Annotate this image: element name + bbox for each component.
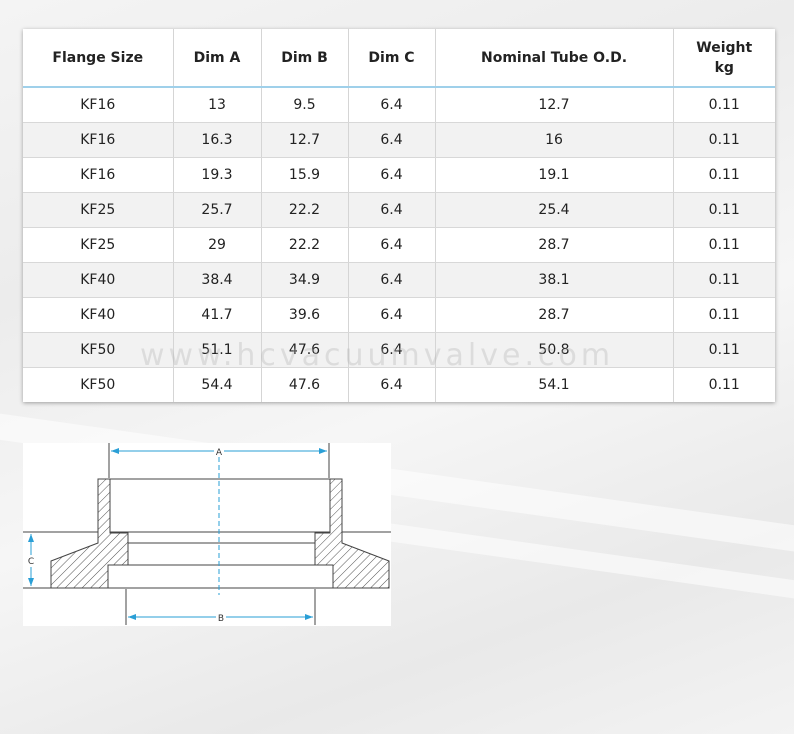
cell-nominal-tube-od: 25.4 — [435, 192, 674, 228]
cell-dim-a: 16.3 — [173, 122, 262, 158]
cell-flange-size: KF16 — [23, 122, 174, 158]
label-a-background — [214, 446, 224, 456]
cell-flange-size: KF16 — [23, 87, 174, 123]
cell-weight: 0.11 — [708, 377, 740, 393]
cell-nominal-tube-od: 38.1 — [435, 262, 674, 298]
cell-weight: 0.11 — [673, 192, 775, 228]
cell-nominal-tube-od: 28.7 — [435, 227, 674, 263]
cell-dim-c: 6.4 — [348, 192, 436, 228]
cell-dim-a: 13 — [173, 87, 262, 123]
cell-dim-c: 6.4 — [348, 157, 436, 193]
cell-dim-c: 6.4 — [348, 367, 436, 402]
cell-nominal-tube-od: 50.8 — [435, 332, 674, 368]
cell-dim-b: 22.2 — [261, 192, 349, 228]
cell-dim-c: 6.4 — [348, 87, 436, 123]
cell-dim-b: 15.9 — [261, 157, 349, 193]
label-c-background — [25, 555, 37, 567]
flange-left-section — [50, 478, 129, 589]
label-c: C — [28, 557, 34, 567]
cell-flange-size: KF40 — [23, 297, 174, 333]
cell-dim-a: 25.7 — [173, 192, 262, 228]
table-row: KF40 41.7 39.6 6.4 28.7 0.11 — [23, 297, 775, 333]
cell-flange-size: KF16 — [23, 157, 174, 193]
cell-nominal-tube-od: 54.1 — [435, 367, 674, 402]
cell-weight: 0.11 — [673, 262, 775, 298]
table-row: KF25 29 22.2 6.4 28.7 0.11 — [23, 227, 775, 263]
cell-weight: 0.11 — [673, 297, 775, 333]
flange-spec-table: Flange Size Dim A Dim B Dim C Nominal Tu… — [23, 29, 775, 402]
cell-weight: 0.11 — [673, 332, 775, 368]
header-dim-b: Dim B — [261, 29, 349, 88]
table-row: KF16 13 9.5 6.4 12.7 0.11 — [23, 87, 775, 123]
cell-dim-c: 6.4 — [348, 332, 436, 368]
cell-flange-size: KF50 — [23, 332, 174, 368]
cell-dim-b: 12.7 — [261, 122, 349, 158]
cell-flange-size: KF40 — [23, 262, 174, 298]
arrow-c-bottom — [28, 578, 34, 586]
table-row: KF50 51.1 47.6 6.4 50.8 0.11 — [23, 332, 775, 368]
cell-dim-a: 19.3 — [173, 157, 262, 193]
cell-dim-c: 6.4 — [348, 297, 436, 333]
label-b-background — [216, 612, 226, 622]
table-row: KF16 19.3 15.9 6.4 19.1 0.11 — [23, 157, 775, 193]
cell-dim-c: 6.4 — [348, 122, 436, 158]
cell-dim-b: 47.6 — [261, 332, 349, 368]
cell-dim-b: 9.5 — [261, 87, 349, 123]
cell-dim-b: 47.6 — [261, 367, 349, 402]
cell-nominal-tube-od: 19.1 — [435, 157, 674, 193]
table-row: KF16 16.3 12.7 6.4 16 0.11 — [23, 122, 775, 158]
table-row: KF40 38.4 34.9 6.4 38.1 0.11 — [23, 262, 775, 298]
header-weight: Weight kg — [673, 29, 775, 88]
cell-dim-a: 38.4 — [173, 262, 262, 298]
header-dim-a: Dim A — [173, 29, 262, 88]
cell-weight: 0.11 — [673, 122, 775, 158]
cell-dim-a: 41.7 — [173, 297, 262, 333]
label-b: B — [218, 614, 224, 624]
flange-right-section — [314, 478, 390, 589]
cell-dim-c: 6.4 — [348, 262, 436, 298]
cell-nominal-tube-od: 28.7 — [435, 297, 674, 333]
cell-flange-size: KF25 — [23, 227, 174, 263]
table-row: KF50 54.4 47.6 6.4 54.1 0.11 — [23, 367, 775, 402]
cell-dim-a: 54.4 — [173, 367, 262, 402]
flange-cross-section-diagram: A C B — [23, 443, 391, 626]
cell-dim-a: 51.1 — [173, 332, 262, 368]
header-dim-c: Dim C — [348, 29, 436, 88]
cell-dim-b: 39.6 — [261, 297, 349, 333]
cell-weight: 0.11 — [673, 87, 775, 123]
diagram-svg: A C B — [23, 443, 391, 625]
cell-dim-a: 29 — [173, 227, 262, 263]
cell-weight: 0.11 — [673, 227, 775, 263]
cell-dim-b: 34.9 — [261, 262, 349, 298]
arrow-a-left — [111, 448, 119, 454]
cell-flange-size: KF25 — [23, 192, 174, 228]
table-row: KF25 25.7 22.2 6.4 25.4 0.11 — [23, 192, 775, 228]
cell-flange-size: KF50 — [23, 367, 174, 402]
header-flange-size: Flange Size — [23, 29, 174, 88]
arrow-c-top — [28, 534, 34, 542]
cell-nominal-tube-od: 12.7 — [435, 87, 674, 123]
cell-dim-b: 22.2 — [261, 227, 349, 263]
header-weight-unit: kg — [714, 59, 734, 76]
arrow-b-right — [305, 614, 313, 620]
header-weight-label: Weight — [696, 39, 753, 56]
cell-nominal-tube-od: 16 — [435, 122, 674, 158]
table-header-row: Flange Size Dim A Dim B Dim C Nominal Tu… — [23, 29, 775, 88]
header-nominal-tube-od: Nominal Tube O.D. — [435, 29, 674, 88]
label-a: A — [216, 448, 223, 458]
cell-dim-c: 6.4 — [348, 227, 436, 263]
cell-weight: 0.11 — [673, 157, 775, 193]
arrow-a-right — [319, 448, 327, 454]
arrow-b-left — [128, 614, 136, 620]
